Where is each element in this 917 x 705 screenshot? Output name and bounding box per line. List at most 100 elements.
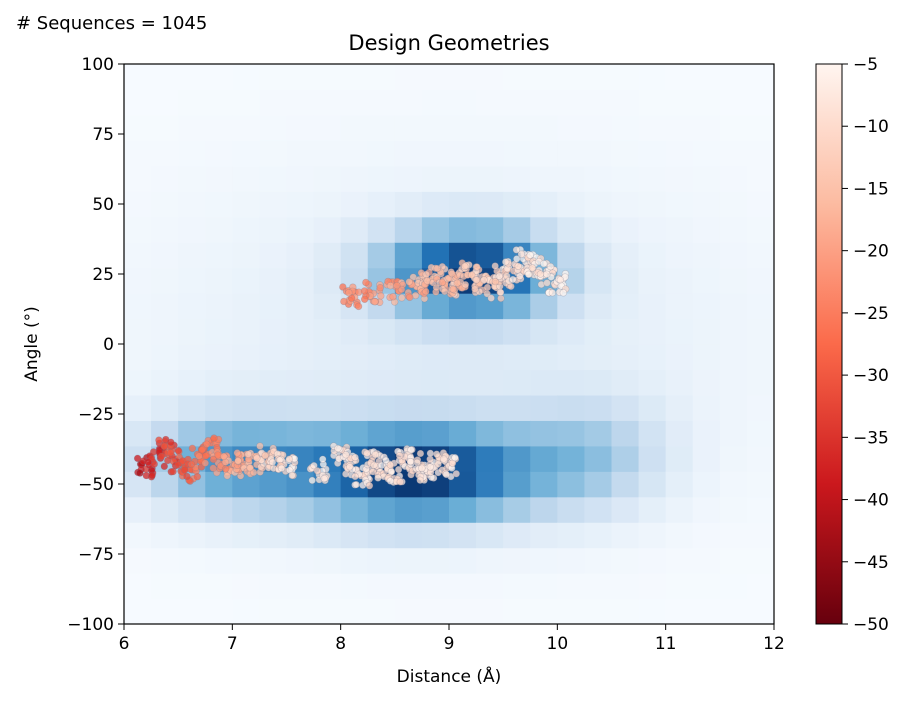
- scatter-point: [548, 289, 557, 297]
- heatmap-cell: [746, 547, 774, 574]
- heatmap-cell: [557, 522, 586, 549]
- scatter-point: [174, 461, 182, 469]
- scatter-point: [556, 276, 565, 284]
- heatmap-cell: [503, 420, 531, 447]
- heatmap-cell: [746, 471, 774, 498]
- heatmap-cell: [205, 369, 233, 396]
- scatter-point: [405, 278, 413, 286]
- heatmap-cell: [205, 242, 233, 269]
- scatter-point: [395, 452, 404, 460]
- heatmap-cell: [205, 293, 233, 320]
- heatmap-cell: [584, 522, 613, 549]
- heatmap-cell: [530, 216, 558, 243]
- heatmap-cell: [665, 64, 694, 91]
- y-tick-label: −25: [78, 405, 114, 425]
- heatmap-cell: [151, 293, 179, 320]
- heatmap-cell: [286, 89, 315, 116]
- y-tick-label: −100: [67, 615, 114, 635]
- heatmap-cell: [584, 293, 613, 320]
- heatmap-cell: [313, 140, 342, 167]
- heatmap-cell: [340, 547, 369, 574]
- heatmap-cell: [367, 496, 396, 523]
- scatter-point: [148, 471, 156, 480]
- heatmap-cell: [611, 369, 640, 396]
- x-tick-label: 10: [547, 634, 569, 654]
- heatmap-cell: [259, 496, 288, 523]
- heatmap-cell: [638, 140, 667, 167]
- heatmap-cell: [719, 573, 748, 600]
- heatmap-cell: [719, 318, 748, 345]
- heatmap-cell: [719, 344, 748, 371]
- colorbar-tick-label: −50: [853, 615, 889, 635]
- heatmap-cell: [259, 140, 288, 167]
- scatter-point: [188, 444, 197, 453]
- heatmap-cell: [557, 573, 586, 600]
- scatter-point: [354, 302, 363, 311]
- heatmap-cell: [151, 114, 179, 141]
- heatmap-cell: [151, 318, 179, 345]
- scatter-point: [394, 465, 403, 474]
- heatmap-cell: [449, 394, 477, 421]
- scatter-point: [261, 451, 269, 460]
- heatmap-cell: [719, 165, 748, 192]
- heatmap-cell: [692, 471, 721, 498]
- heatmap-cell: [665, 191, 694, 218]
- heatmap-cell: [259, 267, 288, 294]
- heatmap-cell: [584, 318, 613, 345]
- heatmap-cell: [259, 394, 288, 421]
- x-axis-ticks: 6 7 8 9 10 11 12: [119, 624, 785, 654]
- heatmap-cell: [421, 420, 450, 447]
- heatmap-cell: [692, 496, 721, 523]
- heatmap-cell: [746, 64, 774, 91]
- scatter-point: [543, 279, 551, 287]
- chart-title: Design Geometries: [348, 31, 550, 55]
- heatmap-cell: [530, 598, 558, 624]
- heatmap-cell: [692, 64, 721, 91]
- scatter-point: [209, 455, 218, 464]
- heatmap-cell: [692, 420, 721, 447]
- heatmap-cell: [178, 293, 206, 320]
- scatter-point: [169, 467, 177, 476]
- heatmap-cell: [313, 64, 342, 91]
- heatmap-cell: [151, 140, 179, 167]
- heatmap-cell: [286, 369, 315, 396]
- heatmap-cell: [665, 318, 694, 345]
- heatmap-cell: [476, 344, 504, 371]
- heatmap-cell: [421, 598, 450, 624]
- scatter-point: [376, 284, 384, 292]
- scatter-point: [461, 262, 469, 270]
- colorbar-tick-label: −40: [853, 491, 889, 511]
- scatter-point: [193, 472, 202, 481]
- heatmap-cell: [665, 140, 694, 167]
- heatmap-cell: [394, 496, 423, 523]
- scatter-point: [166, 448, 175, 457]
- scatter-point: [440, 455, 448, 463]
- heatmap-cell: [584, 445, 613, 472]
- heatmap-cell: [746, 394, 774, 421]
- heatmap-cell: [449, 140, 477, 167]
- heatmap-cell: [584, 140, 613, 167]
- heatmap-cell: [313, 496, 342, 523]
- heatmap-cell: [178, 496, 206, 523]
- x-axis-label: Distance (Å): [396, 667, 502, 687]
- heatmap-cell: [719, 445, 748, 472]
- scatter-point: [501, 258, 510, 266]
- scatter-point: [320, 474, 328, 483]
- heatmap-cell: [638, 242, 667, 269]
- heatmap-cell: [124, 394, 152, 421]
- heatmap-cell: [286, 598, 315, 624]
- heatmap-cell: [584, 165, 613, 192]
- heatmap-cell: [421, 496, 450, 523]
- heatmap-cell: [259, 191, 288, 218]
- heatmap-cell: [449, 344, 477, 371]
- heatmap-cell: [205, 114, 233, 141]
- heatmap-cell: [367, 191, 396, 218]
- scatter-point: [157, 452, 166, 461]
- heatmap-cell: [611, 267, 640, 294]
- scatter-point: [559, 289, 568, 297]
- scatter-point: [346, 463, 354, 471]
- heatmap-cell: [205, 140, 233, 167]
- heatmap-cell: [205, 394, 233, 421]
- heatmap-cell: [746, 89, 774, 116]
- heatmap-cell: [692, 267, 721, 294]
